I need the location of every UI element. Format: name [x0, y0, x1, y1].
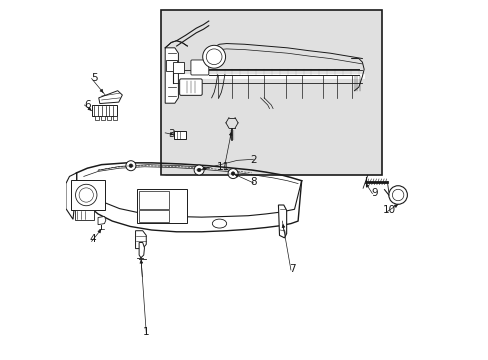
Text: 10: 10 — [382, 205, 395, 215]
Circle shape — [391, 189, 403, 201]
Bar — [75, 210, 94, 220]
Polygon shape — [278, 205, 286, 238]
Polygon shape — [98, 216, 106, 225]
Text: 1: 1 — [142, 327, 149, 337]
Circle shape — [197, 168, 201, 172]
Polygon shape — [135, 231, 146, 249]
Text: 11: 11 — [216, 162, 229, 172]
Text: 4: 4 — [89, 234, 96, 244]
Text: 5: 5 — [91, 73, 98, 83]
Circle shape — [388, 186, 407, 204]
Bar — [101, 116, 104, 120]
Bar — [160, 10, 381, 175]
Bar — [95, 116, 99, 120]
FancyBboxPatch shape — [179, 79, 202, 95]
Bar — [91, 105, 117, 116]
Bar — [139, 210, 169, 222]
Circle shape — [194, 165, 203, 175]
Bar — [107, 116, 111, 120]
Text: 3: 3 — [167, 129, 174, 139]
FancyBboxPatch shape — [173, 131, 185, 139]
Polygon shape — [66, 173, 77, 219]
Bar — [113, 116, 117, 120]
Polygon shape — [99, 91, 122, 104]
Text: 9: 9 — [371, 188, 377, 198]
Circle shape — [75, 184, 97, 206]
FancyBboxPatch shape — [165, 60, 177, 71]
Circle shape — [227, 168, 238, 179]
Text: 7: 7 — [289, 264, 295, 274]
Circle shape — [206, 49, 222, 64]
Ellipse shape — [212, 219, 226, 228]
Polygon shape — [165, 48, 178, 103]
Circle shape — [79, 188, 93, 202]
Text: 2: 2 — [249, 156, 256, 165]
Circle shape — [125, 161, 136, 171]
Circle shape — [129, 164, 132, 167]
Bar — [137, 189, 187, 223]
Polygon shape — [139, 243, 144, 258]
FancyBboxPatch shape — [172, 62, 184, 73]
FancyBboxPatch shape — [190, 60, 208, 75]
Bar — [139, 192, 169, 208]
Text: 6: 6 — [84, 100, 90, 110]
Text: 8: 8 — [249, 177, 256, 187]
Polygon shape — [77, 173, 301, 232]
Circle shape — [203, 45, 225, 68]
Circle shape — [231, 172, 234, 175]
Bar — [71, 180, 105, 210]
